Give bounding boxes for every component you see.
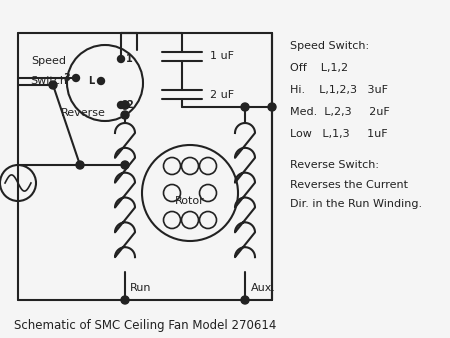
Circle shape bbox=[268, 103, 276, 111]
Text: Speed Switch:: Speed Switch: bbox=[290, 41, 369, 51]
Circle shape bbox=[121, 101, 129, 109]
Text: Hi.    L,1,2,3   3uF: Hi. L,1,2,3 3uF bbox=[290, 85, 388, 95]
Circle shape bbox=[121, 111, 129, 119]
Circle shape bbox=[121, 101, 129, 109]
Text: Off    L,1,2: Off L,1,2 bbox=[290, 63, 348, 73]
Circle shape bbox=[117, 101, 125, 108]
Text: Run: Run bbox=[130, 283, 152, 293]
Circle shape bbox=[98, 77, 104, 84]
Text: Speed: Speed bbox=[32, 56, 67, 66]
Text: Med.  L,2,3     2uF: Med. L,2,3 2uF bbox=[290, 107, 390, 117]
Circle shape bbox=[72, 74, 80, 81]
Text: Reverse: Reverse bbox=[61, 108, 106, 118]
Text: 2: 2 bbox=[126, 100, 133, 110]
Text: Low   L,1,3     1uF: Low L,1,3 1uF bbox=[290, 129, 387, 139]
Circle shape bbox=[117, 55, 125, 63]
Text: Reverse Switch:: Reverse Switch: bbox=[290, 160, 379, 170]
Text: 1: 1 bbox=[126, 54, 132, 64]
Text: Schematic of SMC Ceiling Fan Model 270614: Schematic of SMC Ceiling Fan Model 27061… bbox=[14, 319, 276, 333]
Circle shape bbox=[241, 296, 249, 304]
Circle shape bbox=[241, 103, 249, 111]
Circle shape bbox=[121, 296, 129, 304]
Text: L: L bbox=[88, 76, 94, 86]
Text: Aux.: Aux. bbox=[251, 283, 276, 293]
Text: Reverses the Current: Reverses the Current bbox=[290, 179, 408, 190]
Circle shape bbox=[121, 161, 129, 169]
Circle shape bbox=[76, 161, 84, 169]
Circle shape bbox=[49, 81, 57, 89]
Text: Dir. in the Run Winding.: Dir. in the Run Winding. bbox=[290, 199, 422, 210]
Text: Switch: Switch bbox=[31, 76, 68, 86]
Text: 3: 3 bbox=[63, 73, 70, 83]
Text: Rotor: Rotor bbox=[175, 196, 205, 206]
Text: 2 uF: 2 uF bbox=[210, 90, 234, 99]
Text: 1 uF: 1 uF bbox=[210, 51, 234, 61]
